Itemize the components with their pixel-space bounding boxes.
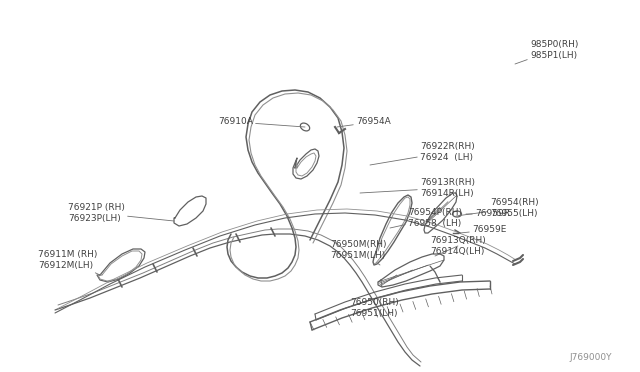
Text: 76913Q(RH)
76914Q(LH): 76913Q(RH) 76914Q(LH) [430,236,486,256]
Text: 76911M (RH)
76912M(LH): 76911M (RH) 76912M(LH) [38,250,100,275]
Text: J769000Y: J769000Y [570,353,612,362]
Text: 76913R(RH)
76914R(LH): 76913R(RH) 76914R(LH) [360,178,475,198]
Text: 76954(RH)
76955(LH): 76954(RH) 76955(LH) [456,198,539,218]
Text: 76950M(RH)
76951M(LH): 76950M(RH) 76951M(LH) [330,240,387,265]
Text: 76910A: 76910A [218,118,305,127]
Text: 76959R: 76959R [466,209,510,218]
Text: 76959E: 76959E [460,225,506,234]
Text: 985P0(RH)
985P1(LH): 985P0(RH) 985P1(LH) [515,40,579,64]
Text: 76921P (RH)
76923P(LH): 76921P (RH) 76923P(LH) [68,203,174,223]
Text: 76954A: 76954A [337,118,391,127]
Text: 76922R(RH)
76924  (LH): 76922R(RH) 76924 (LH) [370,142,475,165]
Text: 76950(RH)
76951(LH): 76950(RH) 76951(LH) [350,295,399,318]
Text: 76954P(RH)
76958  (LH): 76954P(RH) 76958 (LH) [390,208,462,228]
